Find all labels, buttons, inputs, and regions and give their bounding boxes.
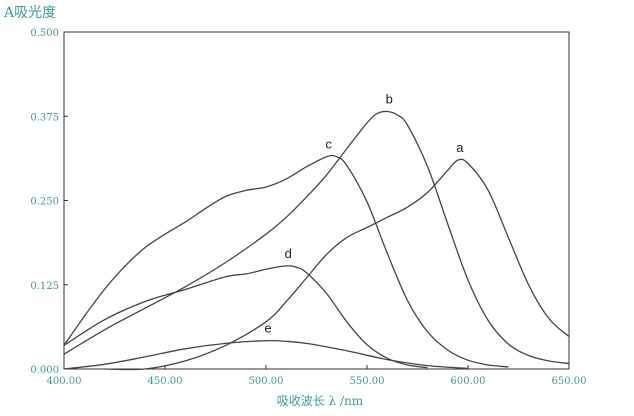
x-tick-label: 450.00	[148, 376, 183, 387]
x-tick-label: 550.00	[350, 376, 385, 387]
curve-c	[63, 154, 509, 368]
y-tick-label: 0.250	[30, 197, 59, 208]
curve-labels: a b c d e	[264, 92, 464, 336]
y-axis-title: A吸光度	[4, 5, 57, 21]
curve-label-a: a	[456, 140, 464, 155]
x-tick-label: 400.00	[47, 376, 82, 387]
y-tick-label: 0.125	[30, 281, 59, 292]
curve-label-b: b	[386, 92, 393, 107]
curve-label-d: d	[285, 246, 292, 261]
x-tick-label: 600.00	[451, 376, 486, 387]
curve-e	[63, 339, 469, 370]
x-tick-label: 500.00	[249, 376, 284, 387]
x-tick-label: 650.00	[552, 376, 587, 387]
curve-label-c: c	[325, 137, 332, 152]
y-tick-label: 0.000	[30, 365, 59, 376]
curve-b	[63, 110, 570, 365]
y-tick-label: 0.375	[30, 112, 59, 123]
curve-label-e: e	[264, 321, 271, 336]
curve-d	[63, 265, 428, 369]
y-tick-label: 0.500	[30, 28, 59, 39]
x-axis-title: 吸收波长 λ /nm	[277, 394, 364, 408]
curve-a	[104, 158, 570, 371]
y-ticks: 0.000 0.125 0.250 0.375 0.500	[30, 28, 68, 376]
curves	[63, 110, 570, 371]
x-ticks: 400.00 450.00 500.00 550.00 600.00 650.00	[47, 365, 587, 387]
